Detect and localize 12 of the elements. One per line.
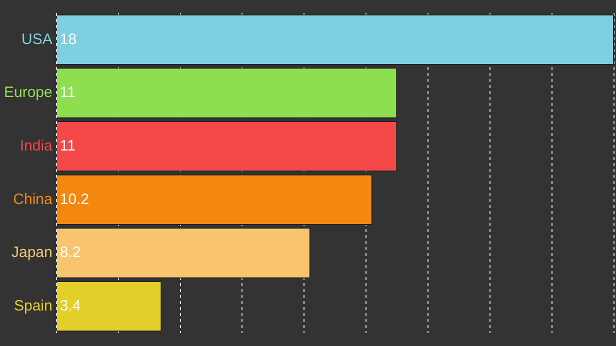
data-label: 18 <box>60 30 77 48</box>
data-label: 3.4 <box>60 297 81 314</box>
data-label: 11 <box>60 137 76 154</box>
y-tick-label: Europe <box>4 84 52 102</box>
y-tick-label: Japan <box>11 244 52 262</box>
y-tick-label: China <box>13 190 54 208</box>
data-label: 8.2 <box>60 244 81 262</box>
y-tick-label: Spain <box>14 297 52 314</box>
y-tick-label: India <box>20 137 54 154</box>
y-tick-label: USA <box>22 30 52 48</box>
data-label: 10.2 <box>60 190 90 208</box>
data-label: 11 <box>60 84 76 102</box>
